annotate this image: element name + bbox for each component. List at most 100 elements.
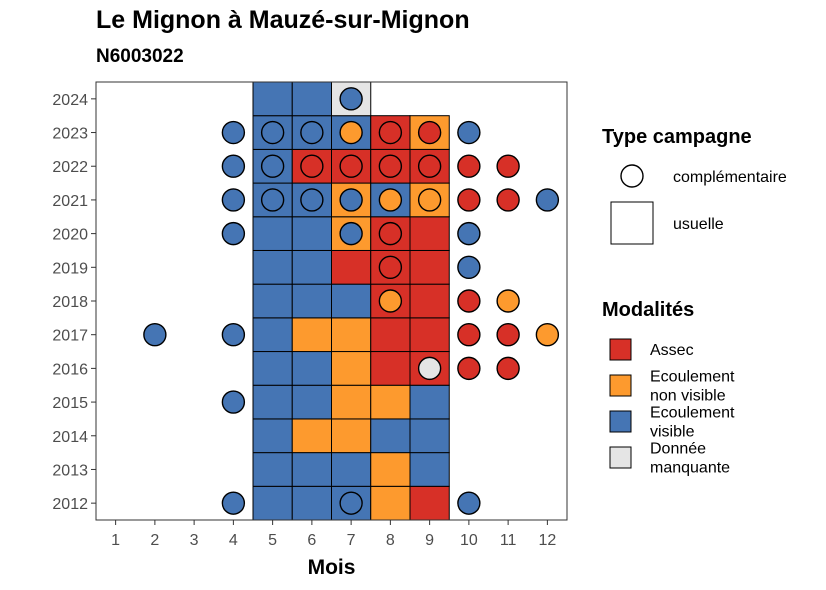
- tile-2015-8: [370, 384, 411, 420]
- point-2021-8: [378, 188, 403, 212]
- y-tick-label-2012: 2012: [52, 496, 88, 513]
- x-axis-title: Mois: [308, 556, 356, 579]
- tile-2016-7: [331, 351, 372, 386]
- legend-campaign-title: Type campagne: [602, 126, 752, 148]
- tile-2015-7: [331, 384, 372, 420]
- y-tick-label-2018: 2018: [52, 294, 88, 311]
- x-tick-label-1: 1: [111, 532, 120, 549]
- point-2021-10: [457, 188, 481, 212]
- point-2018-11: [496, 289, 520, 313]
- tile-2013-7: [331, 452, 372, 487]
- point-2021-7: [339, 188, 363, 212]
- tile-2018-9: [409, 283, 450, 319]
- tile-2019-7: [331, 249, 372, 285]
- tile-2012-5: [252, 485, 293, 521]
- y-tick-label-2024: 2024: [52, 92, 88, 109]
- x-tick-label-9: 9: [425, 532, 434, 549]
- point-2022-4: [221, 154, 246, 178]
- tile-2015-9: [409, 384, 450, 420]
- tile-2017-7: [331, 317, 372, 353]
- x-tick-label-2: 2: [150, 532, 159, 549]
- tile-2017-8: [370, 317, 411, 353]
- point-2022-5: [260, 154, 285, 178]
- legend-label-N-1: non visible: [650, 388, 726, 405]
- legend-key-V: [609, 410, 632, 433]
- point-2022-9: [417, 154, 442, 178]
- legend-label-M-0: Donnée: [650, 441, 706, 458]
- tile-2012-9: [409, 485, 450, 521]
- point-2023-10: [457, 120, 481, 145]
- legend-key-usuelle: [610, 201, 654, 245]
- tile-2024-5: [252, 81, 293, 117]
- x-tick-label-6: 6: [307, 532, 316, 549]
- x-tick-label-5: 5: [268, 532, 277, 549]
- chart-title: Le Mignon à Mauzé-sur-Mignon: [96, 6, 470, 34]
- point-2022-11: [496, 154, 520, 178]
- x-tick-label-8: 8: [386, 532, 395, 549]
- legend-label-complementaire: complémentaire: [673, 169, 787, 186]
- y-tick-label-2014: 2014: [52, 429, 88, 446]
- point-2022-8: [378, 154, 403, 178]
- point-2023-9: [417, 120, 442, 145]
- point-2023-6: [300, 120, 324, 145]
- tile-2017-9: [409, 317, 450, 353]
- x-tick-label-7: 7: [347, 532, 356, 549]
- tile-2014-5: [252, 418, 293, 454]
- tile-2013-8: [370, 452, 411, 487]
- legend-label-V-1: visible: [650, 424, 695, 441]
- point-2023-5: [260, 120, 285, 145]
- tile-2019-9: [409, 249, 450, 285]
- legend-key-M: [609, 446, 632, 469]
- x-tick-label-10: 10: [460, 532, 478, 549]
- point-2020-7: [339, 221, 363, 246]
- point-2019-10: [457, 255, 481, 280]
- point-2016-11: [496, 356, 520, 381]
- point-2017-2: [143, 322, 167, 347]
- legend-label-A-0: Assec: [650, 342, 694, 359]
- tile-2018-7: [331, 283, 372, 319]
- y-tick-label-2020: 2020: [52, 227, 88, 244]
- point-2017-10: [457, 322, 481, 347]
- y-tick-label-2015: 2015: [52, 395, 88, 412]
- legend-key-complementaire: [620, 164, 644, 188]
- point-2020-8: [378, 221, 403, 246]
- x-tick-label-4: 4: [229, 532, 238, 549]
- tile-2019-5: [252, 249, 293, 285]
- point-2018-8: [378, 289, 403, 313]
- tile-2012-6: [291, 485, 332, 521]
- point-2019-8: [378, 255, 403, 280]
- point-2012-10: [457, 491, 481, 515]
- x-tick-label-11: 11: [500, 532, 517, 549]
- tile-2016-8: [370, 351, 411, 386]
- point-2022-7: [339, 154, 363, 178]
- tile-2012-8: [370, 485, 411, 521]
- point-2021-6: [300, 188, 324, 212]
- point-2021-12: [535, 188, 560, 212]
- tile-2018-6: [291, 283, 332, 319]
- tile-2016-6: [291, 351, 332, 386]
- tile-2014-6: [291, 418, 332, 454]
- tile-2020-5: [252, 216, 293, 251]
- tile-2013-6: [291, 452, 332, 487]
- y-tick-label-2017: 2017: [52, 328, 88, 345]
- tile-2014-9: [409, 418, 450, 454]
- legend-key-A: [609, 338, 632, 361]
- legend-label-V-0: Ecoulement: [650, 405, 735, 422]
- point-2016-9: [417, 356, 442, 381]
- legend-label-usuelle: usuelle: [673, 216, 724, 233]
- legend-label-N-0: Ecoulement: [650, 369, 735, 386]
- tile-2018-5: [252, 283, 293, 319]
- tile-2017-5: [252, 317, 293, 353]
- point-2024-7: [339, 87, 363, 111]
- axes-layer: 2012 2013 2014 2015 2016 2017 2018 2019 2020 2021…: [52, 92, 556, 549]
- point-2017-11: [496, 322, 520, 347]
- tile-2014-7: [331, 418, 372, 454]
- point-2022-6: [300, 154, 324, 178]
- point-2016-10: [457, 356, 481, 381]
- point-2020-10: [457, 221, 481, 246]
- point-2018-10: [457, 289, 481, 313]
- point-2012-4: [221, 491, 246, 515]
- point-2023-7: [339, 120, 363, 145]
- point-2012-7: [339, 491, 363, 515]
- point-2021-11: [496, 188, 520, 212]
